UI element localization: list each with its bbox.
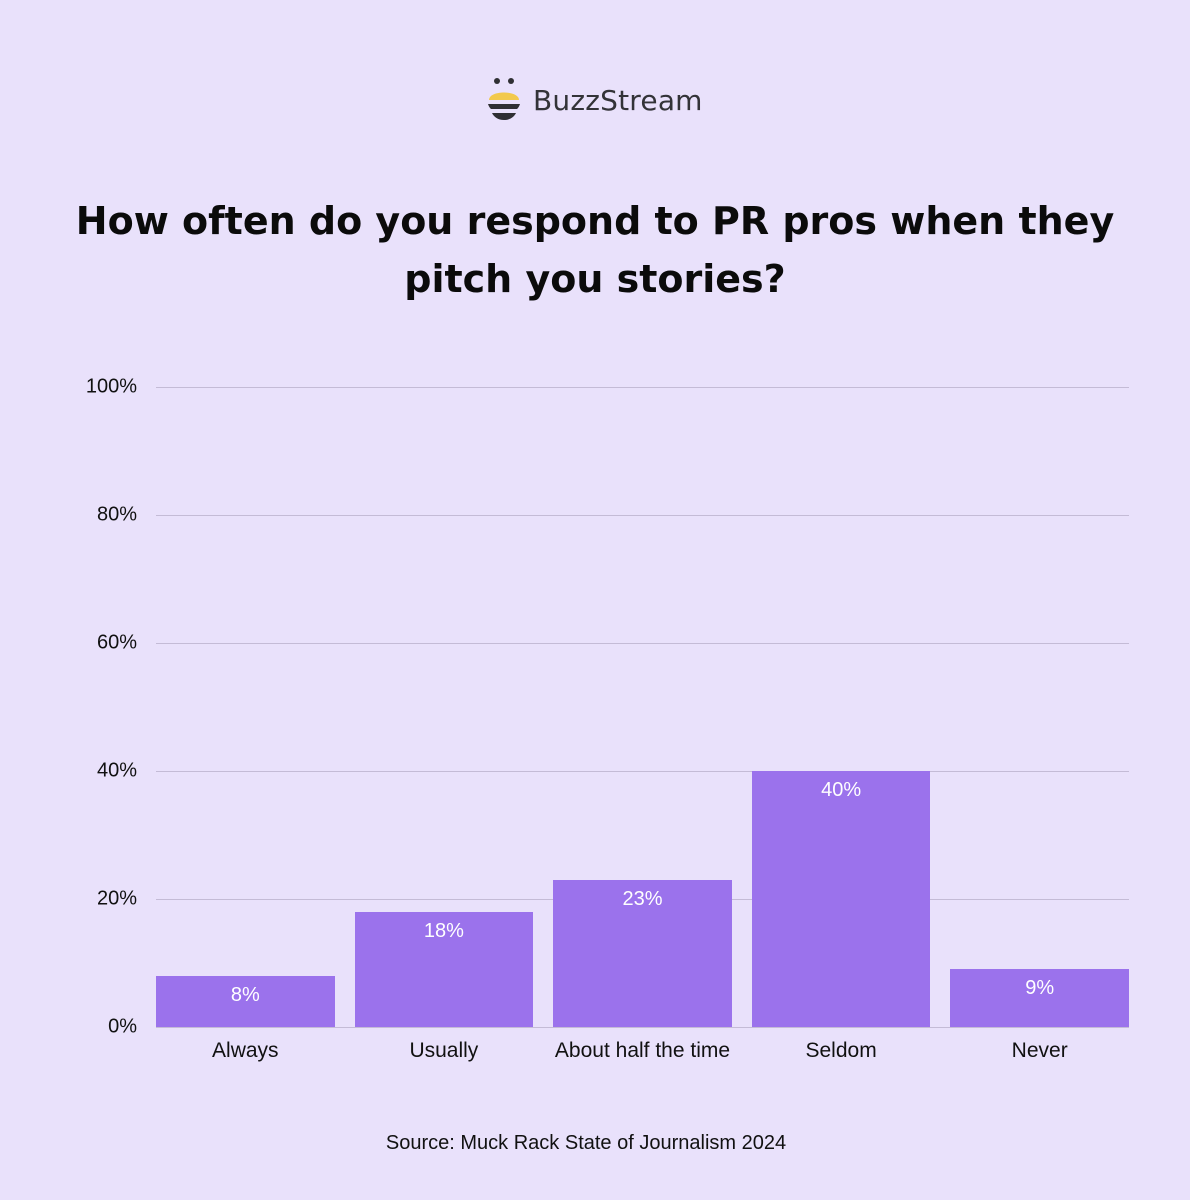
y-tick-label: 40%	[96, 759, 137, 782]
y-tick-label: 100%	[85, 375, 137, 398]
bar-value-label: 40%	[821, 779, 862, 801]
x-tick-label: About half the time	[554, 1039, 731, 1062]
bar-value-label: 9%	[1025, 977, 1055, 1000]
x-tick-label: Always	[212, 1039, 279, 1062]
y-tick-label: 20%	[96, 887, 137, 910]
y-tick-label: 60%	[96, 631, 137, 654]
bar-value-label: 18%	[423, 919, 464, 942]
bar-usually: 18%	[354, 911, 534, 1027]
gridline	[156, 387, 1129, 388]
gridline	[156, 771, 1129, 772]
plot-area: 8% 18% 23% 40% 9%	[156, 387, 1129, 1028]
y-tick-label: 80%	[96, 503, 137, 526]
chart-title: How often do you respond to PR pros when…	[75, 199, 1115, 301]
brand-name: BuzzStream	[533, 83, 703, 117]
source-note: Source: Muck Rack State of Journalism 20…	[385, 1132, 787, 1154]
x-tick-label: Usually	[409, 1039, 479, 1062]
x-tick-label: Seldom	[805, 1039, 877, 1062]
bar-always: 8%	[156, 975, 335, 1027]
x-tick-label: Never	[1011, 1039, 1068, 1062]
brand-logo: BuzzStream	[486, 76, 703, 124]
bee-logo-icon	[488, 78, 520, 120]
bar-seldom: 40%	[751, 771, 931, 1027]
y-tick-label: 0%	[108, 1015, 137, 1038]
bar-never: 9%	[950, 969, 1129, 1027]
gridline	[156, 515, 1129, 516]
bar-value-label: 23%	[622, 887, 663, 910]
gridline	[156, 1027, 1129, 1028]
bar-value-label: 8%	[230, 983, 260, 1006]
gridline	[156, 643, 1129, 644]
bar-about-half-the-time: 23%	[553, 879, 732, 1027]
